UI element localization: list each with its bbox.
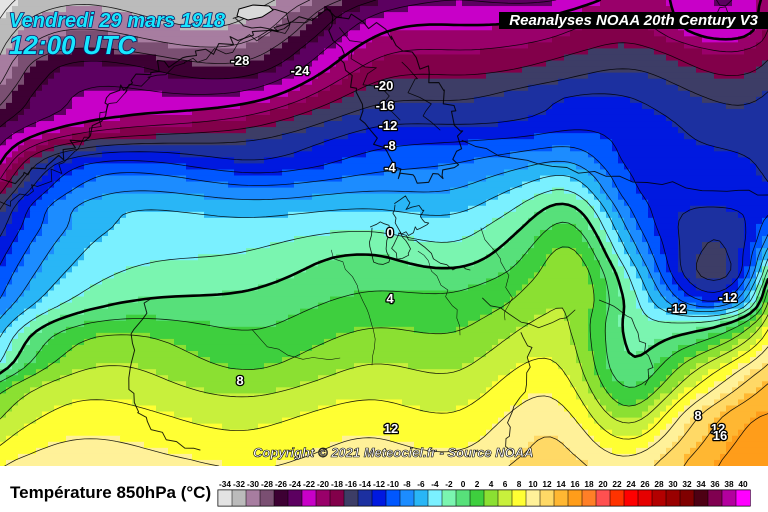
svg-text:-20: -20 [375, 78, 394, 93]
svg-text:-34: -34 [219, 479, 231, 489]
svg-text:-16: -16 [376, 98, 395, 113]
svg-text:8: 8 [694, 408, 701, 423]
svg-text:40: 40 [738, 479, 748, 489]
svg-text:-4: -4 [431, 479, 439, 489]
svg-text:6: 6 [503, 479, 508, 489]
svg-text:-26: -26 [275, 479, 287, 489]
svg-text:4: 4 [489, 479, 494, 489]
svg-text:-12: -12 [373, 479, 385, 489]
svg-text:-30: -30 [247, 479, 259, 489]
svg-text:-14: -14 [359, 479, 371, 489]
svg-text:16: 16 [570, 479, 580, 489]
svg-text:24: 24 [626, 479, 636, 489]
svg-text:0: 0 [386, 225, 393, 240]
svg-text:-8: -8 [403, 479, 411, 489]
svg-text:-6: -6 [417, 479, 425, 489]
svg-text:-24: -24 [289, 479, 301, 489]
svg-text:28: 28 [654, 479, 664, 489]
svg-text:-28: -28 [261, 479, 273, 489]
svg-text:-4: -4 [384, 160, 396, 175]
svg-text:2: 2 [475, 479, 480, 489]
svg-text:38: 38 [724, 479, 734, 489]
svg-text:-22: -22 [303, 479, 315, 489]
svg-text:8: 8 [236, 373, 243, 388]
svg-text:12: 12 [542, 479, 552, 489]
svg-text:-24: -24 [291, 63, 311, 78]
svg-text:20: 20 [598, 479, 608, 489]
svg-text:-10: -10 [387, 479, 399, 489]
svg-text:-12: -12 [719, 290, 738, 305]
svg-text:22: 22 [612, 479, 622, 489]
svg-text:4: 4 [386, 291, 394, 306]
svg-text:-20: -20 [317, 479, 329, 489]
svg-text:-8: -8 [384, 138, 396, 153]
svg-text:12: 12 [384, 421, 398, 436]
svg-text:30: 30 [668, 479, 678, 489]
svg-text:16: 16 [713, 428, 727, 443]
svg-text:-18: -18 [331, 479, 343, 489]
svg-text:36: 36 [710, 479, 720, 489]
svg-text:32: 32 [682, 479, 692, 489]
svg-text:14: 14 [556, 479, 566, 489]
svg-text:0: 0 [461, 479, 466, 489]
svg-text:10: 10 [528, 479, 538, 489]
svg-text:8: 8 [517, 479, 522, 489]
svg-text:26: 26 [640, 479, 650, 489]
svg-text:-32: -32 [233, 479, 245, 489]
svg-text:-28: -28 [231, 53, 250, 68]
svg-text:-2: -2 [445, 479, 453, 489]
svg-text:-12: -12 [379, 118, 398, 133]
svg-text:18: 18 [584, 479, 594, 489]
svg-text:34: 34 [696, 479, 706, 489]
svg-text:-12: -12 [668, 301, 687, 316]
svg-text:-16: -16 [345, 479, 357, 489]
